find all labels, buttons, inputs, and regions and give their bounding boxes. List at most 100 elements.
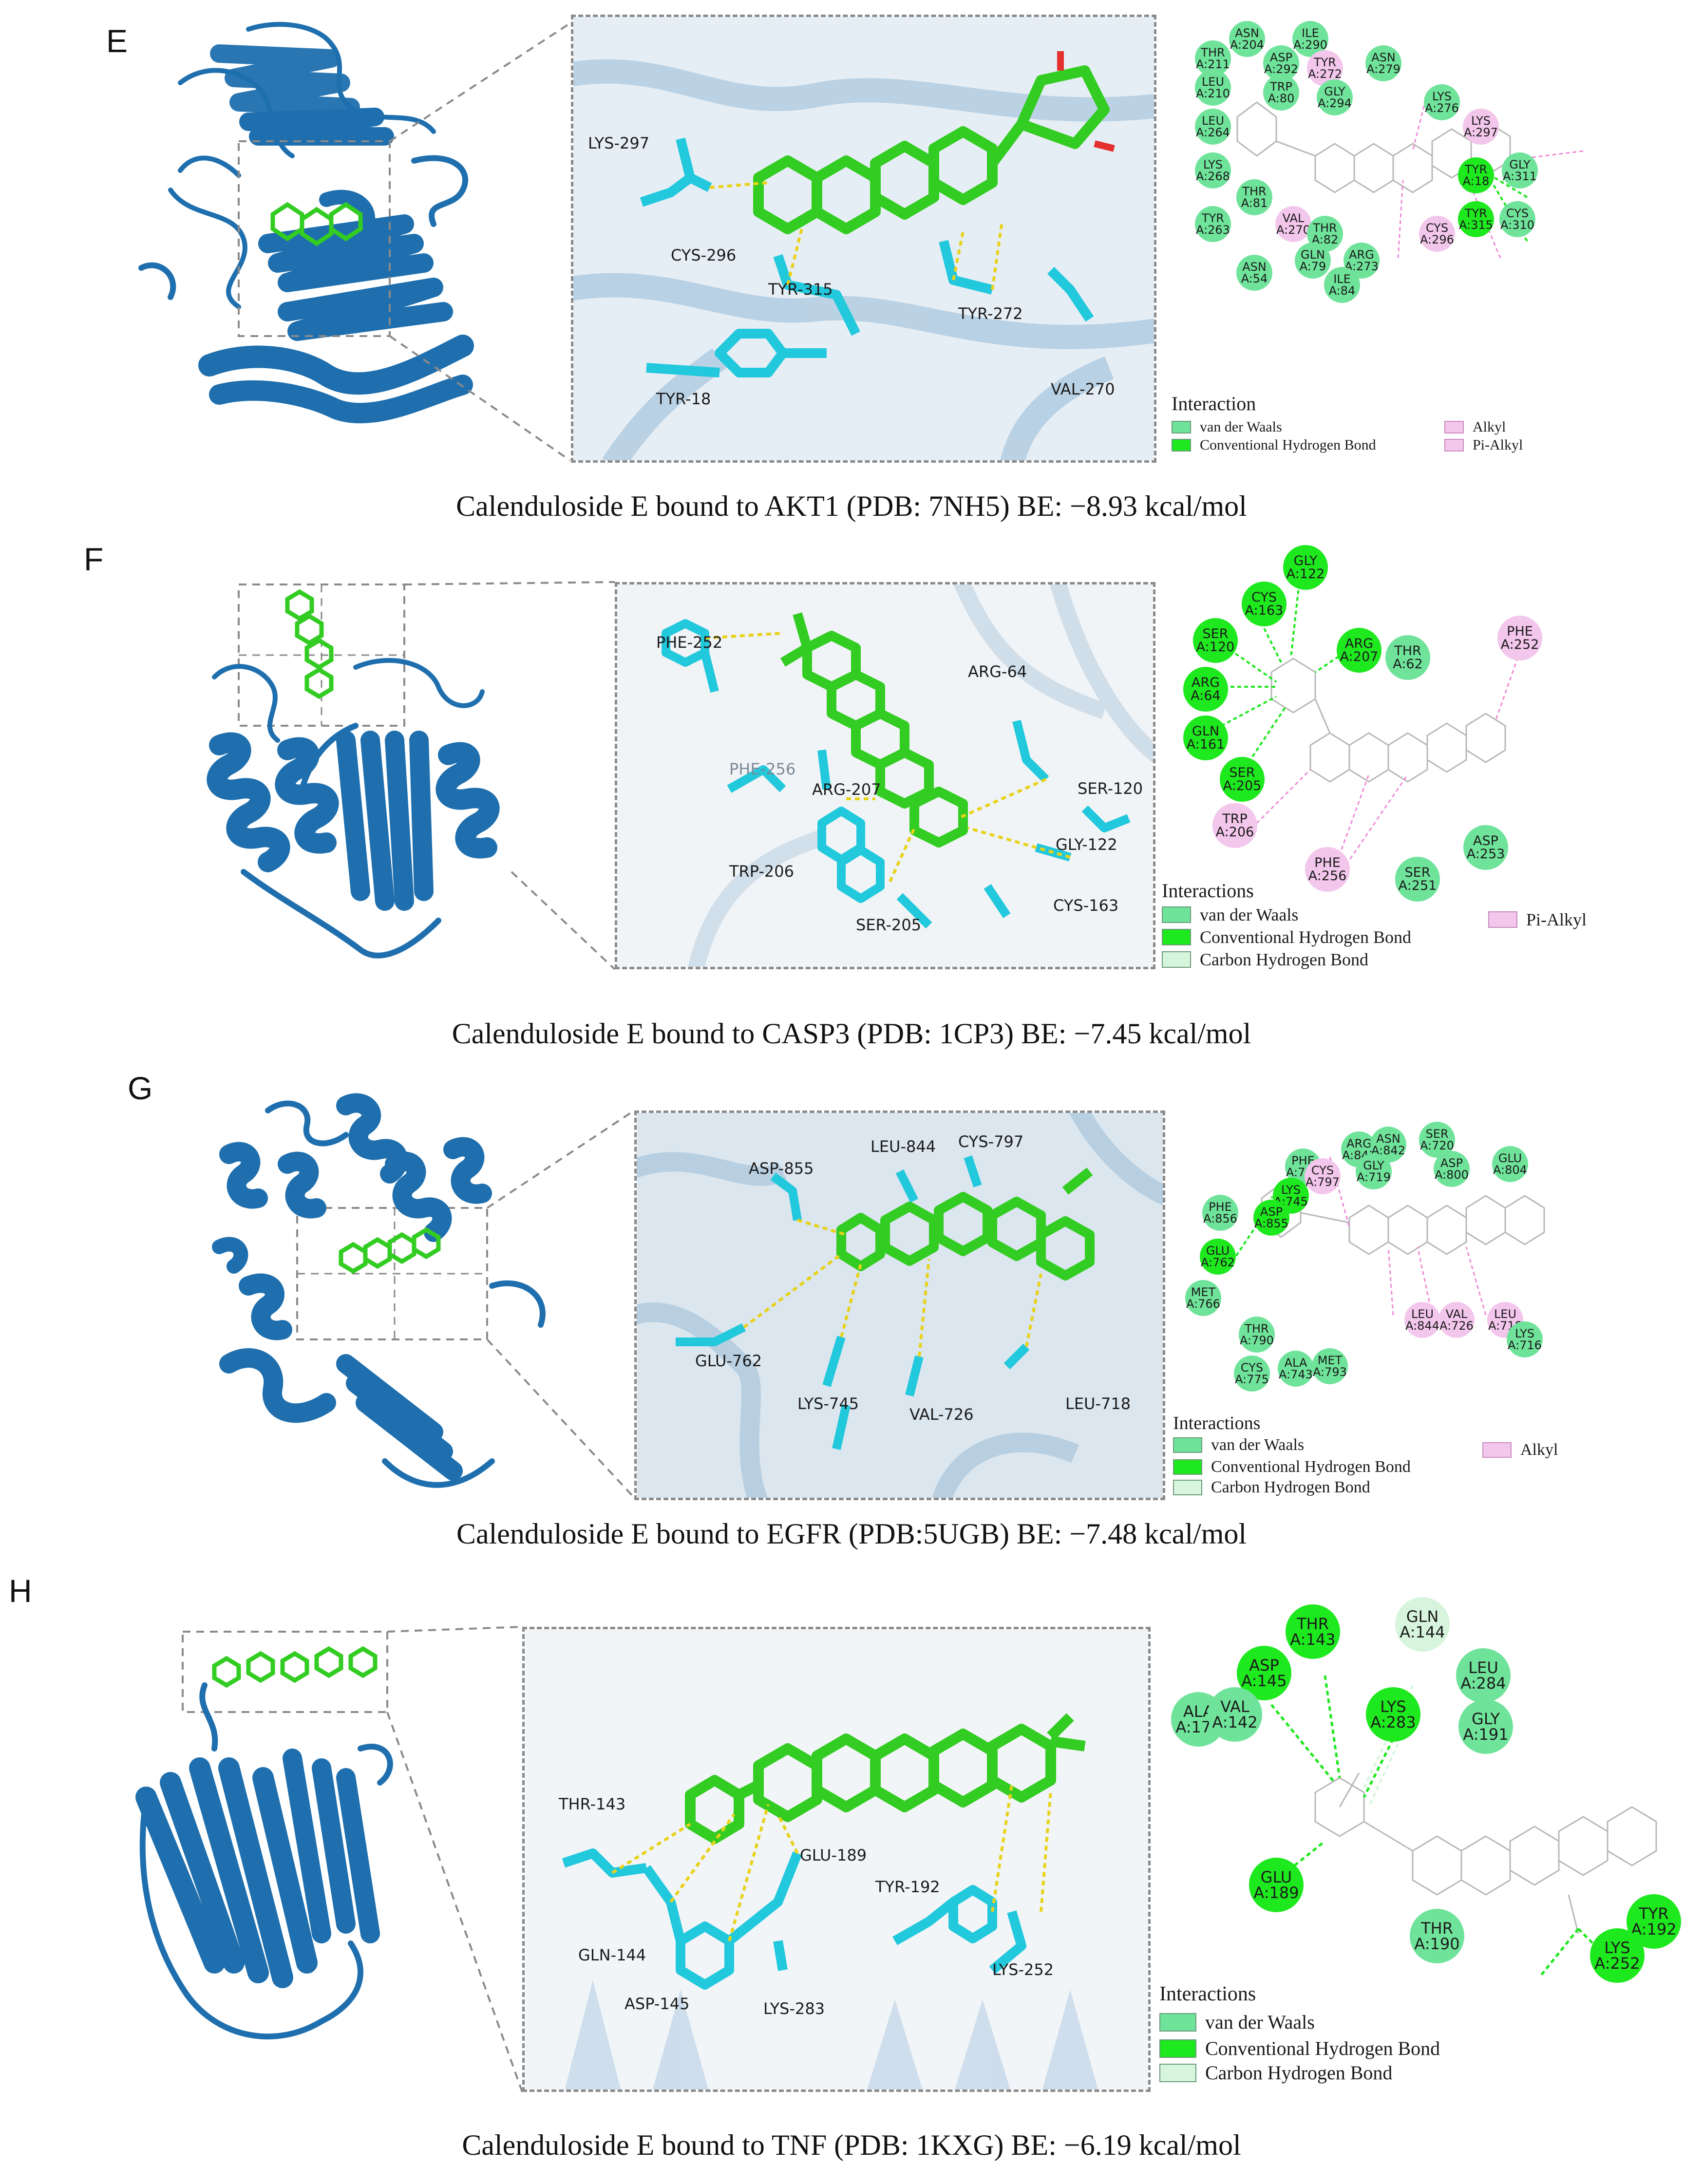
residue-bubble-name: GLN (1192, 724, 1220, 739)
residue-bubble: LYS A:268 (1195, 152, 1231, 188)
residue-bubble-name: CYS (1506, 207, 1529, 220)
residue-bubble-name: ASP (1269, 51, 1293, 64)
residue-bubble-number: A:161 (1186, 737, 1225, 752)
residue-bubble-number: A:190 (1414, 1935, 1460, 1953)
residue-bubble-name: ARG (1346, 1137, 1372, 1150)
residue-bubble-name: ASN (1242, 260, 1267, 274)
residue-bubble: GLU A:189 (1249, 1858, 1304, 1912)
residue-bubble: CYS A:163 (1242, 582, 1287, 626)
residue-bubble: TYR A:18 (1458, 157, 1494, 193)
residue-bubble-number: A:253 (1466, 847, 1505, 862)
residue-bubble: ASP A:800 (1434, 1151, 1470, 1187)
residue-bubble-number: A:79 (1299, 260, 1326, 273)
residue-bubble-number: A:716 (1508, 1338, 1542, 1352)
residue-bubble-number: A:144 (1400, 1623, 1445, 1641)
protein-structure-image (135, 1631, 393, 2040)
residue-bubble: TRP A:80 (1263, 75, 1299, 111)
residue-bubble-number: A:294 (1318, 96, 1352, 110)
residue-bubble-name: THR (1421, 1919, 1453, 1938)
panel-letter: F (84, 541, 104, 577)
residue-bubble: VAL A:726 (1438, 1302, 1475, 1338)
legend-item-vdw: van der Waals (1173, 1436, 1304, 1454)
legend-swatch (1482, 1442, 1512, 1458)
residue-bubble: GLY A:311 (1502, 152, 1538, 188)
residue-bubble-number: A:856 (1203, 1212, 1237, 1225)
legend-item-vdw: van der Waals (1159, 2011, 1315, 2033)
legend-item-chbond: Carbon Hydrogen Bond (1162, 949, 1368, 970)
residue-bubble: PHE A:256 (1305, 847, 1350, 892)
residue-bubble: GLY A:294 (1317, 79, 1353, 115)
residue-label: CYS-163 (1053, 896, 1119, 915)
residue-bubble-name: GLU (1260, 1868, 1292, 1886)
residue-label: THR-143 (559, 1795, 626, 1813)
legend-swatch (1159, 2013, 1196, 2032)
residue-bubble-number: A:64 (1191, 688, 1221, 703)
residue-bubble-name: LEU (1201, 114, 1225, 128)
panel-caption: Calenduloside E bound to CASP3 (PDB: 1CP… (452, 1017, 1251, 1050)
residue-bubble-name: PHE (1314, 855, 1341, 870)
residue-bubble: ASP A:855 (1253, 1200, 1289, 1236)
residue-bubble-number: A:256 (1308, 868, 1347, 884)
residue-bubble-number: A:290 (1293, 38, 1327, 52)
panel-letter: G (128, 1070, 153, 1106)
residue-bubble: SER A:205 (1220, 757, 1265, 802)
residue-bubble-name: SER (1425, 1127, 1449, 1141)
residue-bubble-number: A:145 (1241, 1672, 1287, 1690)
residue-label: CYS-797 (958, 1132, 1024, 1151)
residue-bubble-name: TYR (1313, 56, 1336, 69)
residue-bubble: LYS A:276 (1424, 84, 1460, 120)
residue-bubble-name: ASP (1260, 1205, 1283, 1219)
residue-bubble-number: A:292 (1264, 62, 1298, 76)
residue-label: LYS-745 (797, 1394, 859, 1413)
residue-bubble-number: A:797 (1306, 1175, 1340, 1189)
residue-bubble-name: GLN (1301, 248, 1325, 262)
residue-bubble-number: A:191 (1463, 1725, 1509, 1744)
residue-label: TYR-192 (875, 1878, 940, 1896)
residue-bubble-name: CYS (1251, 590, 1277, 605)
residue-label: GLU-189 (800, 1846, 867, 1864)
residue-bubble: ILE A:84 (1324, 267, 1360, 303)
residue-bubble-number: A:800 (1435, 1168, 1469, 1182)
residue-label: TYR-18 (656, 390, 711, 408)
residue-bubble-number: A:62 (1393, 657, 1423, 672)
residue-bubble: CYS A:797 (1305, 1158, 1341, 1194)
residue-bubble-name: LYS (1604, 1939, 1630, 1957)
residue-label: LYS-252 (992, 1960, 1054, 1979)
residue-bubble: LYS A:283 (1366, 1687, 1420, 1742)
residue-bubble-number: A:283 (1370, 1713, 1416, 1732)
residue-bubble-number: A:766 (1186, 1297, 1220, 1311)
residue-bubble-name: LEU (1494, 1307, 1517, 1321)
residue-bubble-name: MET (1317, 1354, 1343, 1367)
legend-item-alkyl: Alkyl (1444, 419, 1506, 435)
residue-bubble: ASN A:204 (1229, 21, 1265, 57)
residue-bubble: MET A:766 (1185, 1280, 1221, 1316)
residue-bubble: LEU A:264 (1195, 109, 1231, 145)
residue-label: VAL-270 (1051, 380, 1115, 398)
residue-bubble-name: ASP (1249, 1656, 1279, 1675)
residue-bubble-name: GLY (1472, 1710, 1500, 1728)
residue-bubble-number: A:268 (1196, 169, 1230, 183)
residue-bubble-number: A:720 (1420, 1139, 1454, 1152)
residue-label: TRP-206 (729, 862, 794, 881)
residue-bubble-name: THR (1297, 1615, 1329, 1633)
legend-swatch (1488, 911, 1517, 928)
residue-bubble-name: LEU (1201, 75, 1225, 89)
residue-bubble-name: VAL (1282, 211, 1305, 225)
residue-bubble-name: ILE (1302, 26, 1319, 40)
legend-title: Interactions (1159, 1983, 1256, 2005)
legend-title: Interaction (1172, 393, 1256, 414)
residue-label: TYR-315 (768, 280, 833, 299)
residue-bubble-number: A:120 (1196, 640, 1235, 655)
residue-bubble-name: TRP (1270, 80, 1292, 94)
residue-bubble-name: TRP (1222, 811, 1248, 827)
protein-structure-image (138, 22, 474, 424)
residue-bubble-number: A:790 (1240, 1334, 1274, 1347)
residue-bubble-name: ASN (1235, 26, 1259, 40)
residue-bubble-number: A:726 (1439, 1319, 1474, 1333)
residue-label: LYS-283 (763, 1999, 825, 2018)
residue-bubble: TRP A:206 (1212, 803, 1257, 848)
legend-swatch (1162, 951, 1191, 968)
residue-bubble-name: TYR (1639, 1904, 1669, 1923)
